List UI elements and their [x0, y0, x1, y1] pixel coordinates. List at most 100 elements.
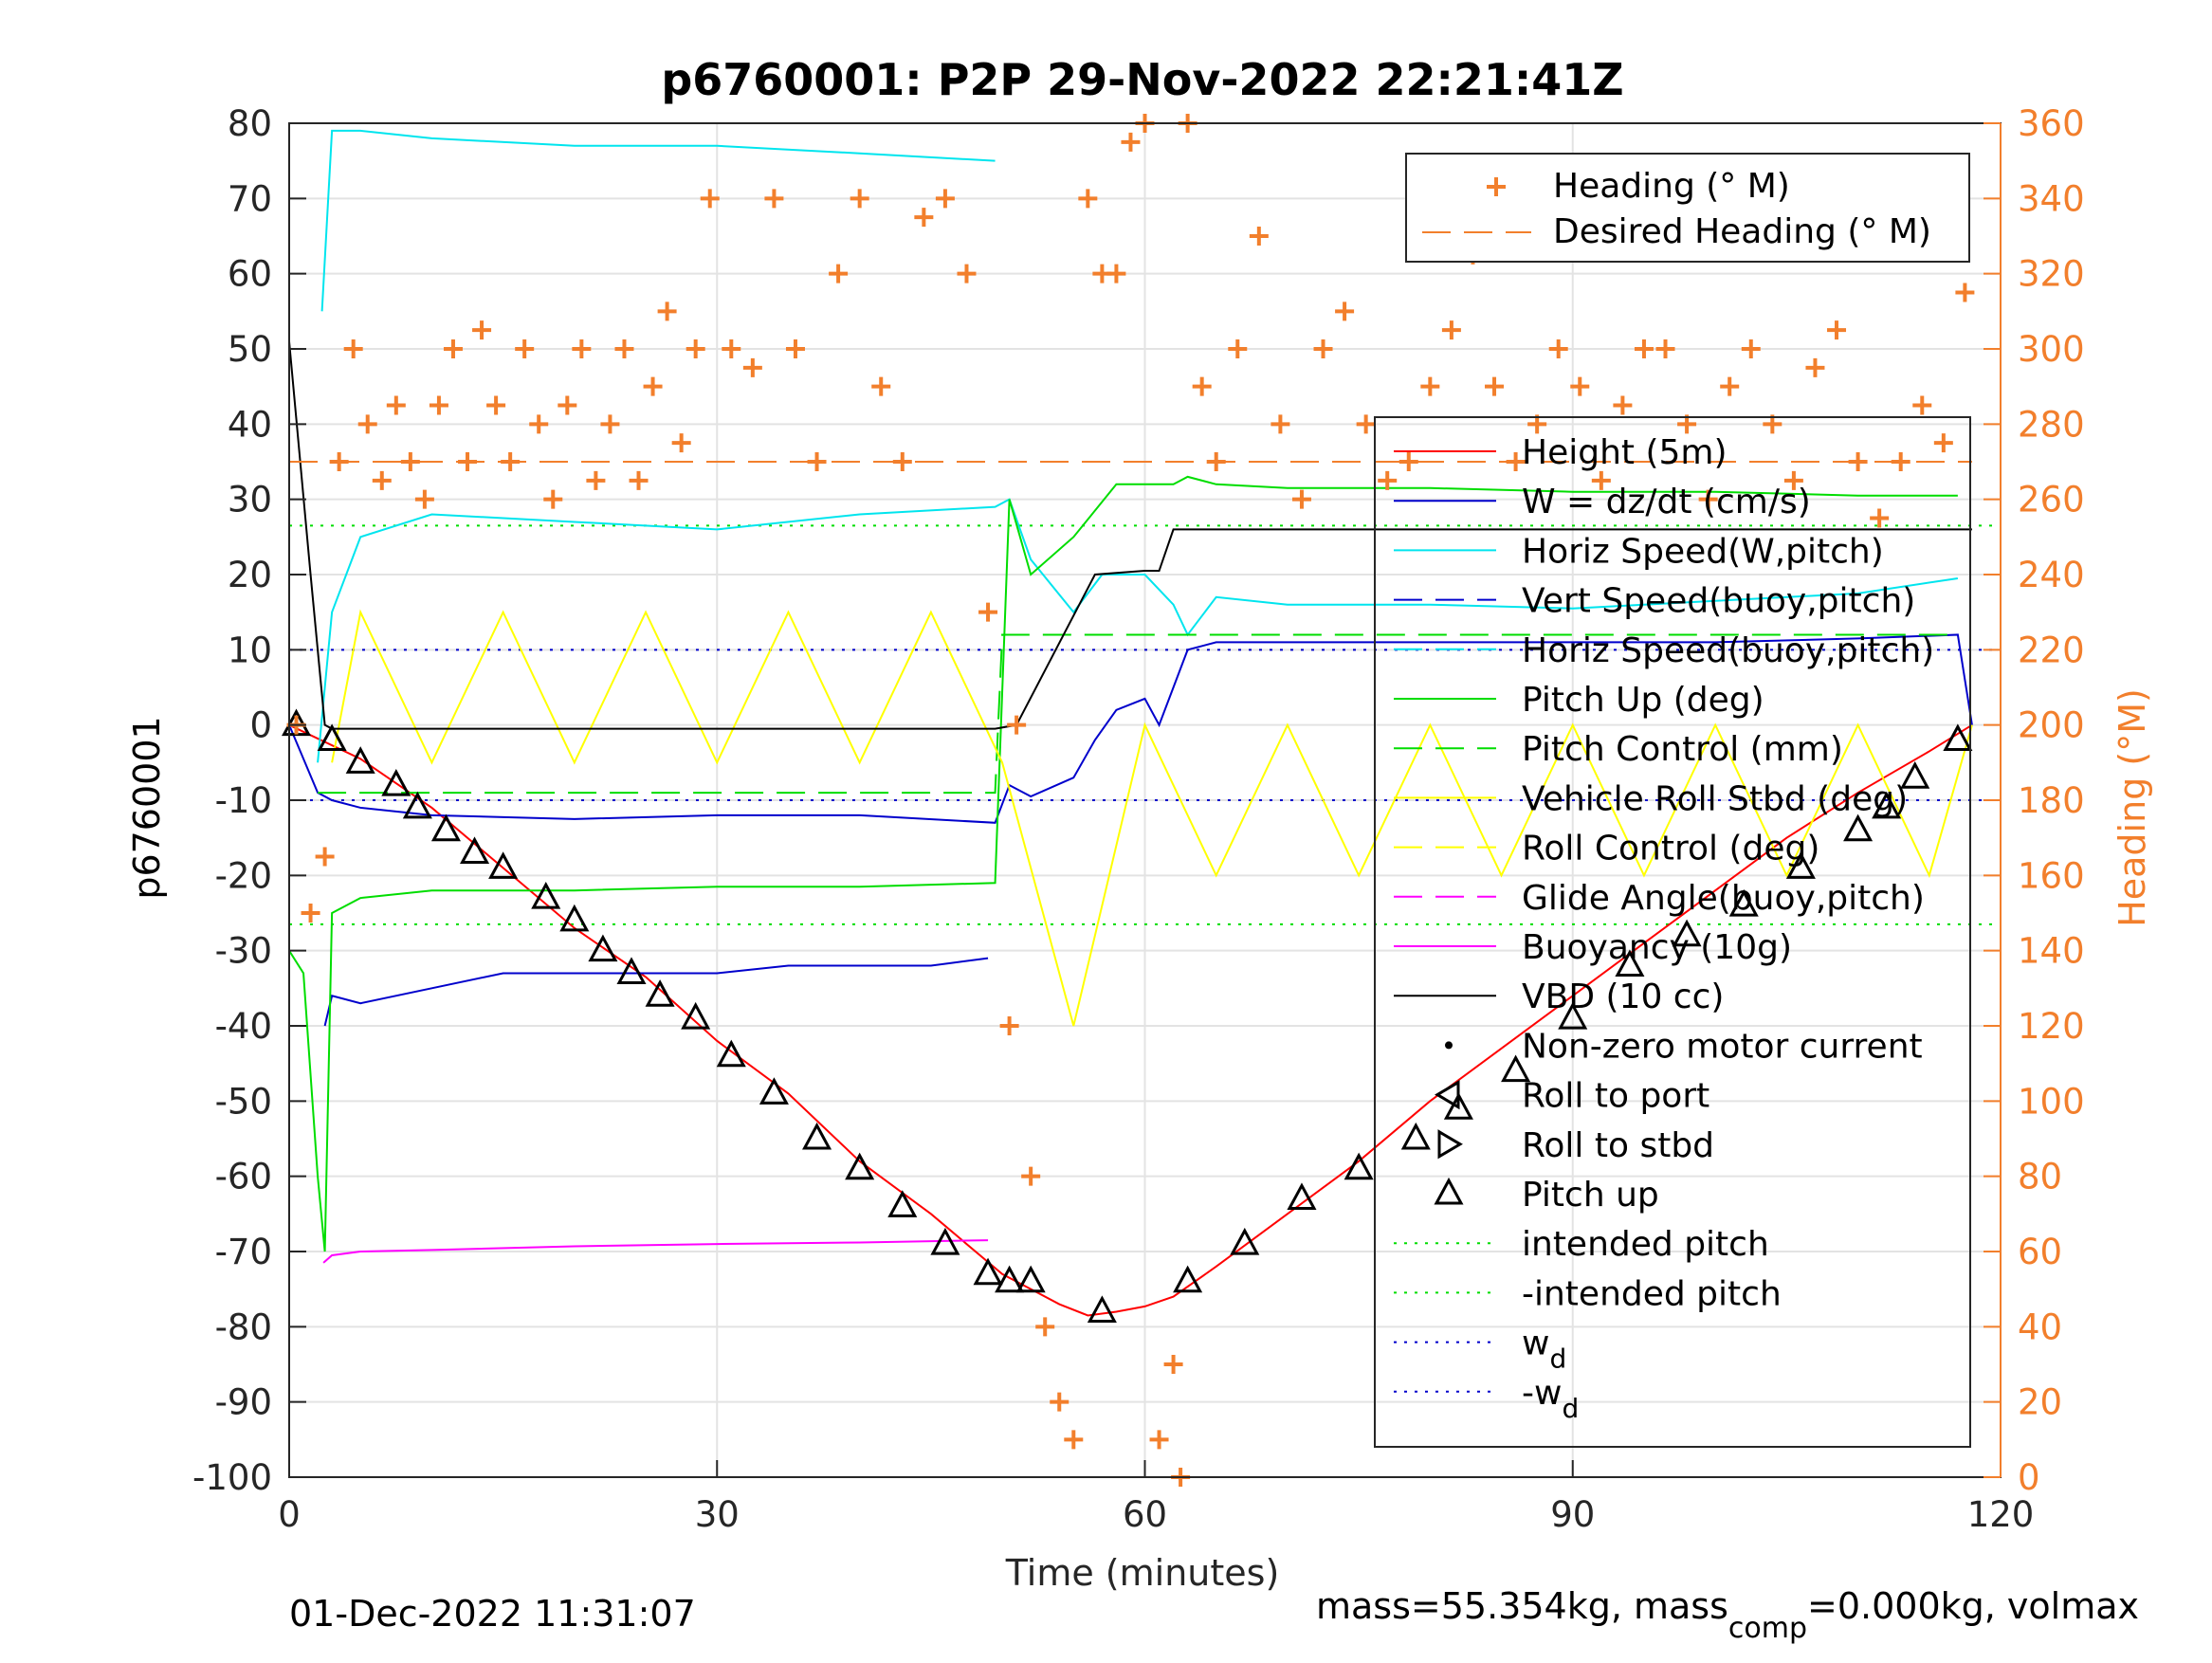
y2-tick-label: 40 — [2018, 1307, 2062, 1347]
heading-marker — [472, 320, 492, 340]
y2-tick-label: 120 — [2018, 1006, 2085, 1047]
heading-marker — [414, 489, 434, 509]
y-tick-label: 70 — [228, 178, 272, 219]
legend-main-label: Horiz Speed(buoy,pitch) — [1522, 631, 1934, 670]
heading-marker — [386, 395, 406, 415]
series-w-dz-dt-cm-s — [288, 633, 1973, 824]
heading-marker — [643, 376, 663, 396]
series-pitch-up-deg — [288, 475, 1958, 1252]
legend-main-label: Pitch Up (deg) — [1522, 681, 1764, 720]
y-tick-label: -50 — [215, 1081, 272, 1122]
heading-marker — [400, 452, 420, 471]
pitch-up-marker — [845, 1152, 875, 1180]
legend-main-label: intended pitch — [1522, 1225, 1769, 1264]
legend-heading-swatch — [1487, 177, 1506, 196]
heading-marker — [1613, 395, 1633, 415]
heading-marker — [343, 339, 363, 358]
legend-main-label: Vehicle Roll Stbd (deg) — [1522, 779, 1908, 818]
heading-marker — [357, 414, 377, 434]
pitch-up-marker — [1087, 1295, 1117, 1323]
x-axis: 0 30 60 90 120 — [278, 1460, 2034, 1535]
pitch-up-marker — [1558, 1001, 1588, 1030]
pitch-up-marker — [1400, 1122, 1431, 1150]
heading-marker — [614, 339, 634, 358]
pitch-up-marker — [345, 746, 375, 774]
legend-swatch-roll-stbd — [1437, 1129, 1463, 1160]
y-tick-label: 80 — [228, 103, 272, 144]
pitch-up-marker — [1672, 919, 1702, 947]
y2-tick-label: 360 — [2018, 103, 2085, 144]
heading-marker — [850, 189, 869, 209]
pitch-up-marker — [716, 1039, 746, 1068]
pitch-up-marker — [1344, 1152, 1374, 1180]
pitch-up-marker — [1943, 723, 1973, 752]
heading-marker — [1720, 376, 1740, 396]
heading-marker — [1335, 302, 1355, 321]
heading-marker — [429, 395, 448, 415]
heading-marker — [1035, 1317, 1055, 1337]
heading-marker — [443, 339, 463, 358]
heading-marker — [329, 452, 349, 471]
pitch-up-marker — [1015, 1265, 1046, 1293]
y-tick-label: 0 — [249, 705, 272, 746]
pitch-up-marker — [1287, 1182, 1317, 1210]
legend-swatch-roll-port — [1435, 1079, 1460, 1110]
pitch-up-marker — [430, 813, 461, 842]
heading-marker — [1149, 1430, 1169, 1450]
y2-tick-label: 280 — [2018, 404, 2085, 445]
y2-tick-label: 260 — [2018, 480, 2085, 521]
series-horiz-speed-buoy-pitch — [320, 129, 996, 312]
legend-main-label: Height (5m) — [1522, 433, 1728, 472]
heading-marker — [458, 452, 478, 471]
heading-marker — [529, 414, 549, 434]
heading-marker — [1548, 339, 1568, 358]
y-tick-label: 30 — [228, 480, 272, 521]
y-tick-label: -100 — [192, 1457, 272, 1498]
y-tick-label: 40 — [228, 404, 272, 445]
pitch-up-marker — [1843, 813, 1874, 842]
pitch-up-marker — [930, 1227, 960, 1255]
legend-main-label: Pitch up — [1522, 1176, 1659, 1215]
heading-marker — [1356, 414, 1376, 434]
heading-marker — [1106, 264, 1126, 283]
legend-main-label: -intended pitch — [1522, 1274, 1782, 1313]
legend-swatch-dot — [1445, 1041, 1453, 1050]
y2-tick-label: 80 — [2018, 1157, 2062, 1197]
y-tick-label: -90 — [215, 1382, 272, 1423]
pitch-up-marker — [488, 851, 519, 879]
heading-marker — [1655, 339, 1675, 358]
y2-tick-label: 340 — [2018, 178, 2085, 219]
heading-marker — [722, 339, 741, 358]
pitch-up-marker — [317, 723, 347, 752]
legend-main-label: Roll to stbd — [1522, 1126, 1714, 1165]
x-tick-label: 120 — [1967, 1494, 2035, 1535]
heading-marker — [1398, 452, 1418, 471]
heading-marker — [1378, 470, 1398, 490]
heading-marker — [600, 414, 620, 434]
heading-marker — [301, 904, 320, 923]
heading-marker — [871, 376, 891, 396]
y2-tick-label: 100 — [2018, 1081, 2085, 1122]
x-tick-label: 0 — [278, 1494, 301, 1535]
series-height-5m — [288, 723, 1973, 1317]
legend-main-label: W = dz/dt (cm/s) — [1522, 483, 1811, 521]
legend-swatch-pitch-up — [1434, 1177, 1464, 1205]
heading-marker — [1249, 227, 1269, 246]
heading-marker — [1848, 452, 1868, 471]
heading-marker — [807, 452, 827, 471]
chart-title: p6760001: P2P 29-Nov-2022 22:21:41Z — [661, 54, 1623, 105]
y2-tick-label: 320 — [2018, 254, 2085, 295]
pitch-up-marker — [759, 1077, 789, 1105]
pitch-up-marker — [887, 1190, 918, 1217]
heading-marker — [1050, 1392, 1069, 1412]
heading-marker — [686, 339, 705, 358]
heading-marker — [785, 339, 805, 358]
heading-marker — [1891, 452, 1910, 471]
heading-marker — [1570, 376, 1590, 396]
y2-tick-label: 60 — [2018, 1232, 2062, 1272]
pitch-up-marker — [460, 836, 490, 865]
x-axis-label: Time (minutes) — [1005, 1552, 1280, 1594]
y2-tick-label: 240 — [2018, 555, 2085, 595]
heading-marker — [501, 452, 521, 471]
y-axis-label: p6760001 — [126, 716, 168, 899]
